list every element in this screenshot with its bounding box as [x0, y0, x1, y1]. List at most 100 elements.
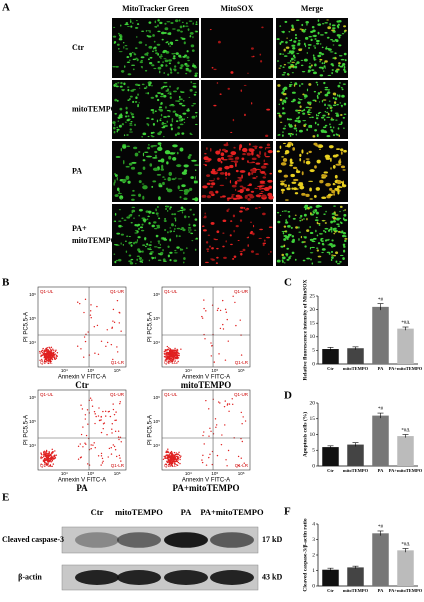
cell — [219, 195, 223, 199]
cell — [135, 263, 137, 265]
cell — [152, 110, 155, 114]
cell — [255, 253, 260, 255]
cell — [118, 209, 121, 211]
cell — [153, 40, 156, 43]
cell — [282, 127, 286, 130]
cell — [303, 241, 306, 243]
event-dot — [170, 458, 172, 461]
event-dot — [98, 407, 100, 409]
cell — [156, 43, 161, 46]
cell — [289, 255, 292, 257]
cell — [147, 144, 150, 146]
event-dot — [80, 404, 82, 406]
cell — [292, 166, 298, 170]
cell — [142, 195, 145, 200]
cell — [151, 135, 155, 138]
cell — [209, 29, 212, 31]
cell — [127, 180, 131, 184]
cell — [333, 227, 337, 230]
cell — [291, 251, 295, 255]
event-dot — [46, 459, 48, 462]
event-dot — [119, 436, 122, 439]
cell — [292, 46, 296, 50]
event-dot — [49, 361, 51, 363]
cell — [299, 84, 301, 88]
cell — [319, 34, 324, 36]
cell — [321, 62, 324, 65]
cell — [258, 146, 263, 149]
cell — [320, 116, 325, 119]
cell — [227, 154, 234, 158]
cell — [187, 28, 190, 32]
cell — [128, 236, 131, 238]
cell — [322, 126, 327, 129]
cell — [180, 30, 183, 33]
y-tick-label: 10⁵ — [153, 419, 160, 424]
event-dot — [111, 432, 113, 434]
cell — [308, 107, 313, 109]
event-dot — [45, 348, 48, 350]
cell — [183, 257, 186, 260]
cell — [192, 35, 194, 39]
cell — [291, 25, 294, 29]
cell — [239, 250, 244, 253]
cell — [289, 158, 293, 163]
cell — [304, 245, 307, 248]
cell — [134, 47, 138, 49]
event-dot — [40, 456, 43, 458]
cell — [288, 123, 291, 126]
cell — [263, 239, 266, 242]
cell — [233, 255, 237, 258]
cell — [280, 162, 287, 166]
image-background — [201, 80, 273, 139]
event-dot — [234, 301, 236, 304]
cell — [325, 182, 331, 187]
cell — [123, 219, 127, 221]
event-dot — [171, 359, 173, 361]
cell — [157, 24, 159, 27]
cell — [141, 67, 143, 69]
cell — [121, 217, 124, 220]
cell — [286, 258, 290, 261]
event-dot — [170, 463, 173, 466]
event-dot — [215, 426, 217, 428]
cell — [151, 84, 153, 87]
x-tick-label: 10⁵ — [87, 368, 94, 373]
panel-label: C — [284, 277, 292, 289]
cell — [129, 52, 132, 56]
cell — [163, 136, 165, 138]
cell — [114, 174, 118, 177]
event-dot — [176, 362, 178, 364]
cell — [317, 255, 322, 258]
cell — [316, 247, 319, 249]
event-dot — [169, 347, 171, 350]
blot-band — [164, 532, 208, 548]
cell — [167, 93, 170, 95]
cell — [171, 119, 174, 123]
event-dot — [54, 450, 56, 452]
cell — [310, 38, 313, 42]
cell — [144, 245, 147, 248]
cell — [264, 155, 271, 158]
event-dot — [116, 346, 118, 348]
cell — [337, 127, 340, 130]
cell — [326, 111, 329, 113]
cell — [216, 82, 219, 84]
event-dot — [209, 427, 211, 429]
cell — [116, 232, 121, 235]
cell — [321, 240, 324, 242]
quadrant-label: Q1-UL — [164, 289, 178, 294]
micrograph — [201, 204, 273, 266]
event-dot — [47, 461, 49, 463]
cell — [303, 108, 306, 111]
quadrant-label: Q1-UR — [110, 392, 125, 397]
cell — [185, 72, 188, 75]
cell — [116, 99, 119, 102]
cell — [160, 117, 162, 120]
cell — [185, 67, 189, 70]
cell — [241, 174, 243, 179]
event-dot — [51, 456, 54, 458]
cell — [118, 38, 123, 41]
event-dot — [203, 307, 205, 310]
event-dot — [226, 465, 228, 467]
